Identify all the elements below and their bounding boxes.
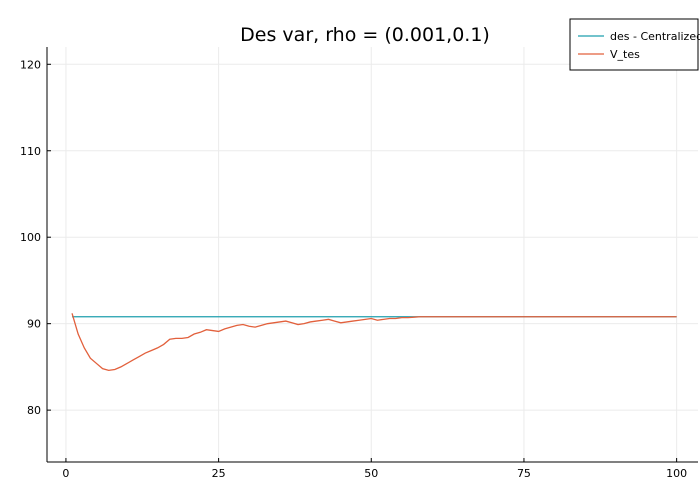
chart-title: Des var, rho = (0.001,0.1) bbox=[240, 24, 490, 46]
legend: des - Centralized V_tes bbox=[570, 19, 700, 70]
y-tick-label: 90 bbox=[27, 318, 41, 331]
x-tick-label: 100 bbox=[666, 467, 687, 480]
legend-label: V_tes bbox=[610, 48, 640, 61]
legend-label: des - Centralized bbox=[610, 30, 700, 43]
x-tick-label: 25 bbox=[212, 467, 226, 480]
x-tick-label: 50 bbox=[364, 467, 378, 480]
x-tick-label: 0 bbox=[62, 467, 69, 480]
x-tick-label: 75 bbox=[517, 467, 531, 480]
y-tick-label: 80 bbox=[27, 404, 41, 417]
y-tick-label: 100 bbox=[20, 231, 41, 244]
y-tick-label: 110 bbox=[20, 145, 41, 158]
legend-box bbox=[570, 19, 698, 70]
y-tick-label: 120 bbox=[20, 58, 41, 71]
